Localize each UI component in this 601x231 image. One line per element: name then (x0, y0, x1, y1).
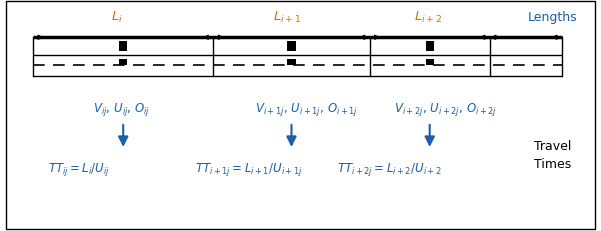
Text: $TT_{i+1j} = L_{i+1} / U_{i+1j}$: $TT_{i+1j} = L_{i+1} / U_{i+1j}$ (195, 160, 304, 177)
Text: $V_{i+1j}$, $U_{i+1j}$, $O_{i+1j}$: $V_{i+1j}$, $U_{i+1j}$, $O_{i+1j}$ (255, 100, 359, 117)
Text: $L_{i+1}$: $L_{i+1}$ (273, 10, 302, 25)
Text: $TT_{i+2j} = L_{i+2} / U_{i+2}$: $TT_{i+2j} = L_{i+2} / U_{i+2}$ (337, 160, 442, 177)
Bar (287, 60, 296, 66)
Text: $L_i$: $L_i$ (111, 10, 123, 25)
Bar (119, 60, 127, 66)
Bar (426, 42, 434, 52)
Text: $V_{i+2j}$, $U_{i+2j}$, $O_{i+2j}$: $V_{i+2j}$, $U_{i+2j}$, $O_{i+2j}$ (394, 100, 497, 117)
Bar (119, 42, 127, 52)
Bar (426, 60, 434, 66)
Text: $TT_{ij} = L_i / U_{ij}$: $TT_{ij} = L_i / U_{ij}$ (48, 160, 110, 177)
Text: $V_{ij}$, $U_{ij}$, $O_{ij}$: $V_{ij}$, $U_{ij}$, $O_{ij}$ (93, 100, 150, 117)
Text: $L_{i+2}$: $L_{i+2}$ (413, 10, 442, 25)
Text: Lengths: Lengths (528, 11, 578, 24)
Bar (287, 42, 296, 52)
Text: Travel
Times: Travel Times (534, 139, 572, 170)
